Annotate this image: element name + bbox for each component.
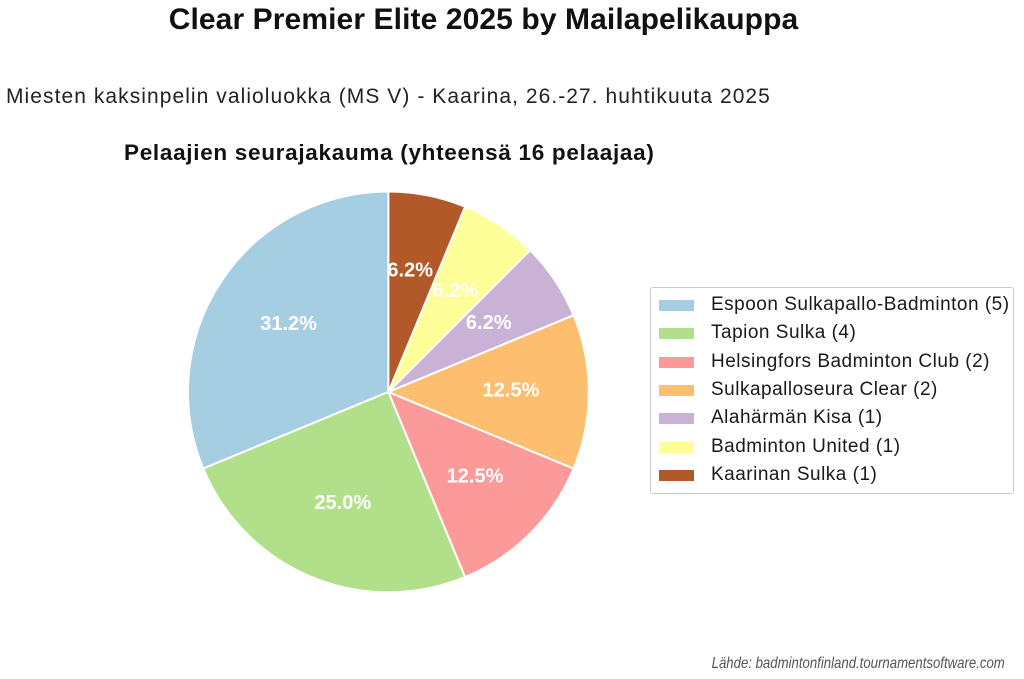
svg-text:6.2%: 6.2% (466, 312, 512, 334)
svg-text:12.5%: 12.5% (483, 379, 540, 401)
svg-text:6.2%: 6.2% (387, 259, 433, 281)
svg-text:25.0%: 25.0% (314, 492, 371, 514)
svg-text:12.5%: 12.5% (447, 466, 504, 488)
svg-text:31.2%: 31.2% (260, 313, 317, 335)
svg-text:6.2%: 6.2% (432, 280, 478, 302)
